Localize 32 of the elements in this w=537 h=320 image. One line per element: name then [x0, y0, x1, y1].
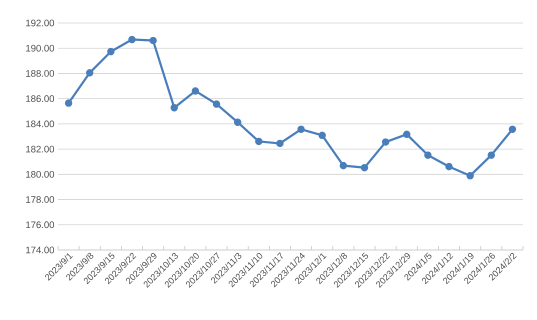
point: [403, 130, 410, 138]
y-tick-label: 186.00: [26, 95, 54, 102]
point: [64, 99, 72, 107]
y-tick-label: 182.00: [26, 146, 54, 152]
y-tick-label: 180.00: [26, 170, 54, 178]
point: [170, 104, 178, 112]
point: [297, 126, 305, 133]
point: [424, 151, 432, 159]
point: [508, 126, 516, 133]
point: [128, 36, 136, 44]
point: [340, 162, 348, 170]
point: [234, 118, 242, 126]
point: [276, 140, 284, 148]
point: [192, 87, 200, 95]
y-tick-label: 178.00: [26, 196, 54, 203]
point: [466, 172, 474, 180]
point: [488, 151, 495, 159]
point: [212, 100, 220, 108]
point: [107, 48, 115, 56]
y-tick-label: 188.00: [26, 70, 54, 77]
point: [255, 138, 262, 146]
point: [86, 69, 94, 77]
point: [318, 132, 326, 140]
y-tick-label: 192.00: [26, 20, 54, 26]
point: [149, 36, 157, 44]
y-tick-label: 184.00: [26, 120, 54, 128]
point: [360, 164, 368, 172]
y-tick-label: 174.00: [26, 246, 54, 254]
y-tick-label: 190.00: [26, 44, 54, 52]
y-tick-label: 176.00: [26, 221, 54, 228]
point: [445, 162, 453, 170]
point: [382, 138, 390, 146]
